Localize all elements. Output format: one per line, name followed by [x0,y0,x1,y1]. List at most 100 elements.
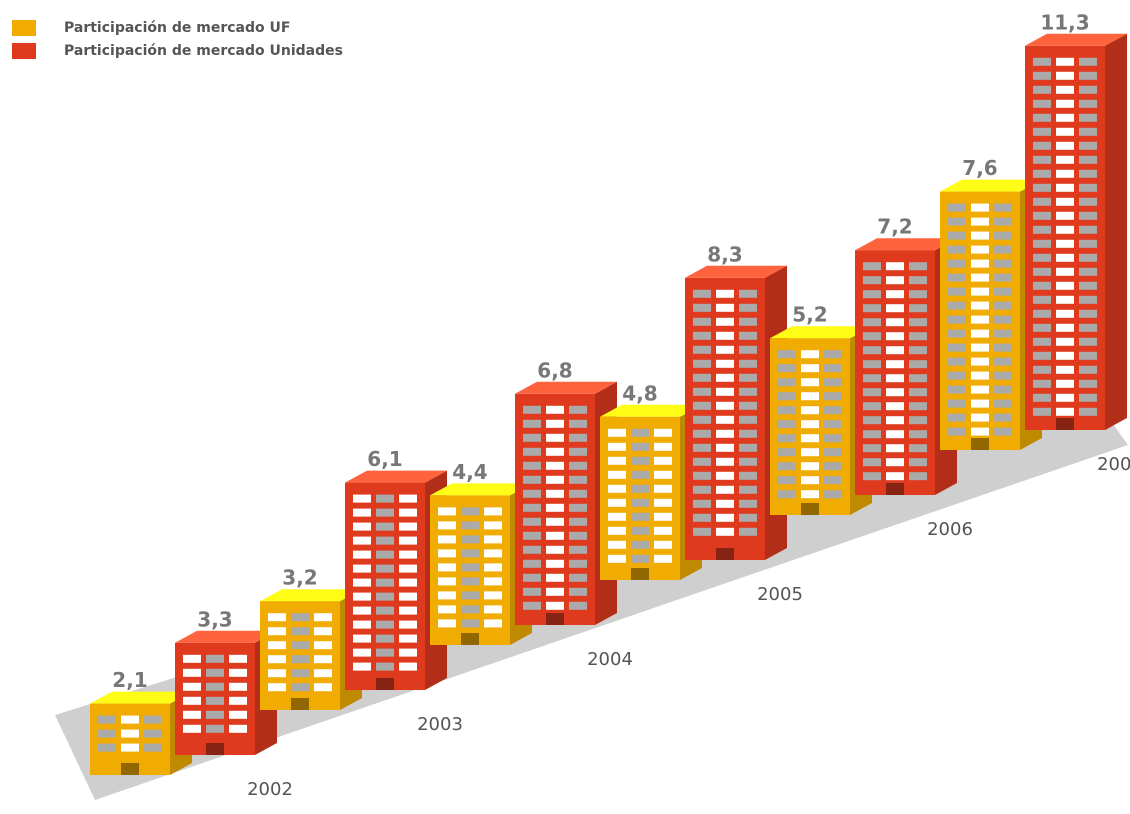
window [886,388,904,397]
window [948,329,966,338]
window [693,429,711,438]
window [353,536,371,545]
window [523,531,541,540]
building-roof [90,691,192,704]
window [994,217,1012,226]
window [739,303,757,312]
window [801,364,819,373]
window [183,696,201,705]
window [824,392,842,401]
window [971,329,989,338]
window [863,472,881,481]
window [546,531,564,540]
window [353,620,371,629]
window [801,406,819,415]
window [376,550,394,559]
window [948,301,966,310]
window [523,545,541,554]
window [353,662,371,671]
window [1033,239,1051,248]
window [863,346,881,355]
window [376,522,394,531]
window [1056,351,1074,360]
window [801,420,819,429]
window [971,315,989,324]
window [994,371,1012,380]
window [399,550,417,559]
window [1079,141,1097,150]
window [1079,309,1097,318]
window [1033,211,1051,220]
window [438,507,456,516]
window [994,329,1012,338]
window [886,430,904,439]
window [1033,113,1051,122]
value-label: 6,8 [537,358,572,382]
window [739,527,757,536]
window [353,522,371,531]
window [863,374,881,383]
window [886,374,904,383]
window [1056,407,1074,416]
window [971,357,989,366]
window [461,549,479,558]
window [739,345,757,354]
window [608,470,626,479]
window [654,428,672,437]
window [1033,71,1051,80]
window [353,564,371,573]
window [523,587,541,596]
window [353,592,371,601]
window [1056,309,1074,318]
window [461,619,479,628]
window [886,416,904,425]
window [886,444,904,453]
window [1056,155,1074,164]
window [206,682,224,691]
window [1033,127,1051,136]
window [948,287,966,296]
window [523,419,541,428]
window [716,345,734,354]
window [1056,323,1074,332]
window [376,508,394,517]
window [1056,71,1074,80]
window [523,433,541,442]
window [569,405,587,414]
window [291,683,309,692]
window [1033,57,1051,66]
window [314,641,332,650]
window [1033,337,1051,346]
building-roof [515,381,617,394]
window [909,458,927,467]
window [1079,211,1097,220]
window [1056,281,1074,290]
window [909,346,927,355]
window [994,315,1012,324]
window [971,385,989,394]
window [546,587,564,596]
window [438,605,456,614]
building-roof [855,238,957,251]
window [778,406,796,415]
window [739,513,757,522]
window [121,743,139,752]
window [654,512,672,521]
window [863,304,881,313]
window [1033,281,1051,290]
window [314,683,332,692]
window [484,605,502,614]
window [994,427,1012,436]
window [1056,85,1074,94]
window [1079,351,1097,360]
window [1079,113,1097,122]
window [994,273,1012,282]
window [206,696,224,705]
window [523,559,541,568]
window [438,619,456,628]
window [314,669,332,678]
window [863,444,881,453]
window [1079,267,1097,276]
window [1079,253,1097,262]
window [376,592,394,601]
